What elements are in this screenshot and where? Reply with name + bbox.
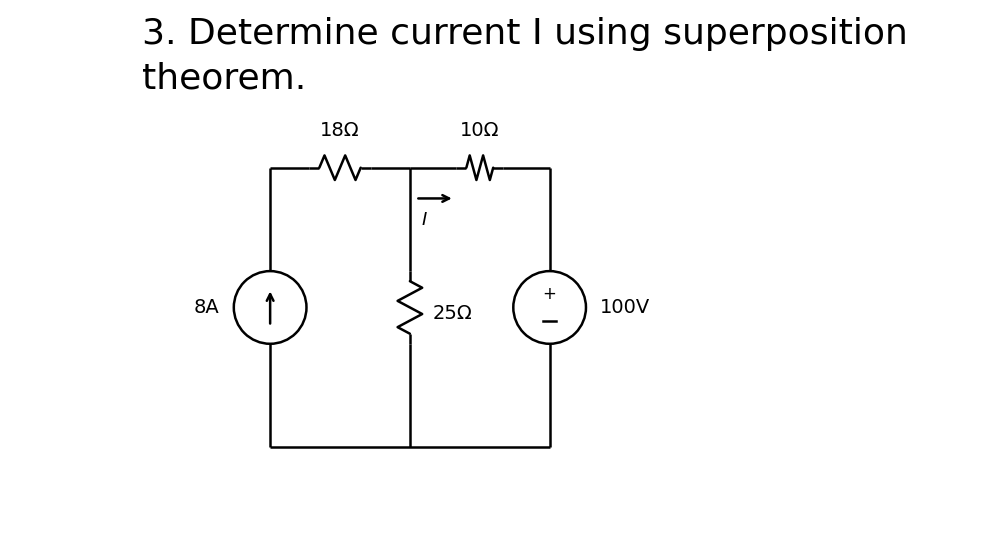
Text: +: +: [543, 285, 557, 302]
Text: 100V: 100V: [600, 298, 650, 317]
Text: 3. Determine current I using superposition
theorem.: 3. Determine current I using superpositi…: [142, 17, 907, 96]
Text: I: I: [421, 211, 426, 229]
Text: 25Ω: 25Ω: [432, 304, 472, 323]
Text: 8A: 8A: [194, 298, 219, 317]
Text: 10Ω: 10Ω: [460, 121, 500, 140]
Text: 18Ω: 18Ω: [320, 121, 360, 140]
